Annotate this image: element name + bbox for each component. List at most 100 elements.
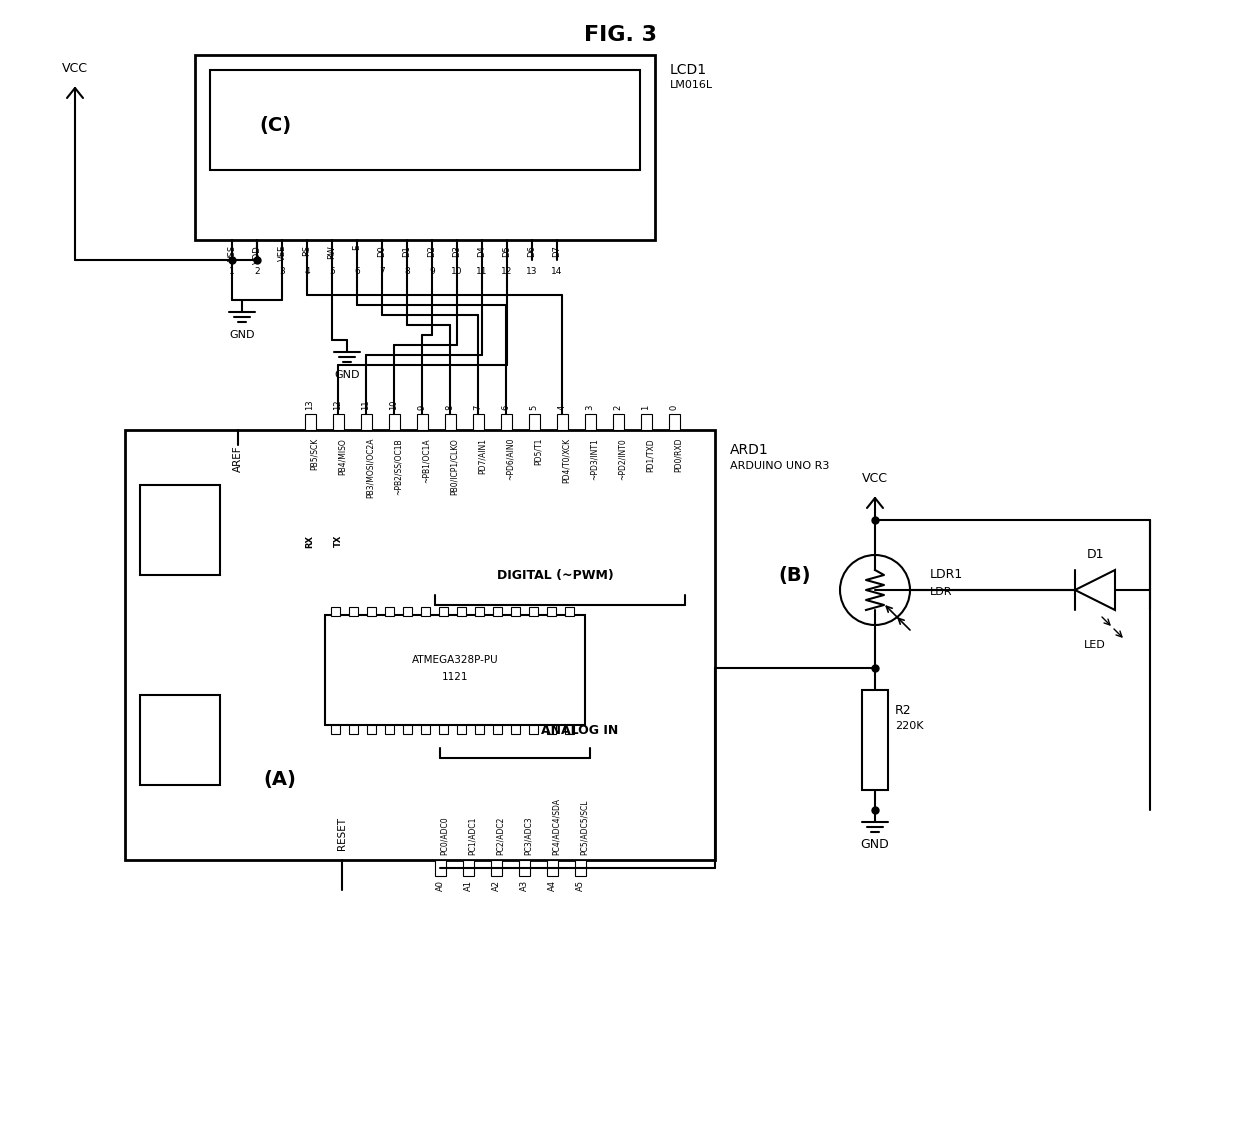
Text: (B): (B): [779, 565, 811, 584]
Text: 5: 5: [529, 405, 538, 410]
Text: LCD1: LCD1: [670, 63, 707, 77]
Bar: [511, 725, 520, 733]
Text: 11: 11: [362, 400, 371, 410]
Bar: [140, 694, 219, 785]
Text: ARD1: ARD1: [730, 444, 769, 457]
Bar: [195, 55, 655, 240]
Bar: [140, 485, 219, 575]
Text: 9: 9: [418, 405, 427, 410]
Text: 7: 7: [379, 267, 384, 276]
Text: ATMEGA328P-PU: ATMEGA328P-PU: [412, 656, 498, 665]
Text: 13: 13: [526, 267, 538, 276]
Text: FIG. 3: FIG. 3: [584, 25, 656, 45]
Text: VCC: VCC: [62, 62, 88, 74]
Bar: [325, 615, 585, 725]
Text: RESET: RESET: [337, 817, 347, 850]
Text: 14: 14: [552, 267, 563, 276]
Bar: [334, 414, 343, 430]
Text: 1: 1: [641, 405, 651, 410]
Text: GND: GND: [861, 839, 889, 851]
Text: (C): (C): [259, 116, 291, 134]
Text: PB0/ICP1/CLKO: PB0/ICP1/CLKO: [450, 438, 459, 495]
Text: RS: RS: [303, 245, 311, 256]
Text: 3: 3: [585, 405, 594, 410]
Bar: [547, 860, 558, 876]
Bar: [585, 414, 596, 430]
Bar: [403, 725, 412, 733]
Bar: [529, 414, 539, 430]
Text: PC5/ADC5/SCL: PC5/ADC5/SCL: [580, 800, 589, 855]
Text: TX: TX: [334, 535, 342, 548]
Text: ~PB2/SS/OC1B: ~PB2/SS/OC1B: [394, 438, 403, 495]
Bar: [389, 414, 401, 430]
Bar: [463, 860, 474, 876]
Bar: [557, 414, 568, 430]
Text: VCC: VCC: [862, 471, 888, 485]
Text: 10: 10: [389, 400, 398, 410]
Text: D6: D6: [527, 245, 537, 257]
Text: ~PD6/AIN0: ~PD6/AIN0: [506, 438, 515, 480]
Text: VDD: VDD: [253, 245, 262, 264]
Bar: [331, 725, 340, 733]
Text: A4: A4: [548, 880, 557, 890]
Text: RW: RW: [327, 245, 336, 259]
Text: D3: D3: [453, 245, 461, 257]
Bar: [439, 725, 448, 733]
Text: LDR1: LDR1: [930, 568, 963, 581]
Bar: [384, 725, 394, 733]
Bar: [361, 414, 372, 430]
Bar: [529, 725, 538, 733]
Bar: [613, 414, 624, 430]
Text: 1: 1: [229, 267, 234, 276]
Bar: [403, 607, 412, 617]
Text: D1: D1: [1086, 549, 1104, 562]
Text: 12: 12: [334, 400, 342, 410]
Bar: [435, 860, 446, 876]
Text: PD7/AIN1: PD7/AIN1: [477, 438, 487, 474]
Text: D4: D4: [477, 245, 486, 257]
Text: 9: 9: [429, 267, 435, 276]
Text: D1: D1: [403, 245, 412, 257]
Text: D2: D2: [428, 245, 436, 257]
Text: 0: 0: [670, 405, 678, 410]
Bar: [439, 607, 448, 617]
Text: A3: A3: [520, 880, 528, 892]
Bar: [384, 607, 394, 617]
Text: RX: RX: [305, 535, 315, 548]
Bar: [417, 414, 428, 430]
Text: ~PD3/INT1: ~PD3/INT1: [590, 438, 599, 480]
Text: PC2/ADC2: PC2/ADC2: [496, 817, 505, 855]
Text: PC1/ADC1: PC1/ADC1: [467, 817, 477, 855]
Text: VEE: VEE: [278, 245, 286, 261]
Text: 7: 7: [474, 405, 482, 410]
Text: D7: D7: [553, 245, 562, 257]
Text: VSS: VSS: [227, 245, 237, 261]
Bar: [472, 414, 484, 430]
Bar: [565, 725, 574, 733]
Bar: [494, 725, 502, 733]
Text: 3: 3: [279, 267, 285, 276]
Bar: [547, 607, 556, 617]
Text: ARDUINO UNO R3: ARDUINO UNO R3: [730, 461, 830, 471]
Text: PC0/ADC0: PC0/ADC0: [440, 816, 449, 855]
Bar: [458, 725, 466, 733]
Text: GND: GND: [335, 370, 360, 380]
Text: ~PB1/OC1A: ~PB1/OC1A: [422, 438, 432, 482]
Text: AREF: AREF: [233, 445, 243, 472]
Text: ANALOG IN: ANALOG IN: [542, 723, 619, 737]
Text: PB5/SCK: PB5/SCK: [310, 438, 319, 470]
Text: 12: 12: [501, 267, 512, 276]
Bar: [458, 607, 466, 617]
Bar: [367, 725, 376, 733]
Text: 6: 6: [355, 267, 360, 276]
Bar: [491, 860, 502, 876]
Text: R2: R2: [895, 704, 911, 716]
Text: 8: 8: [445, 405, 455, 410]
Text: 6: 6: [501, 405, 511, 410]
Text: LED: LED: [1084, 639, 1106, 650]
Text: A2: A2: [491, 880, 501, 890]
Text: (A): (A): [264, 770, 296, 790]
Bar: [494, 607, 502, 617]
Bar: [501, 414, 512, 430]
Bar: [862, 690, 888, 790]
